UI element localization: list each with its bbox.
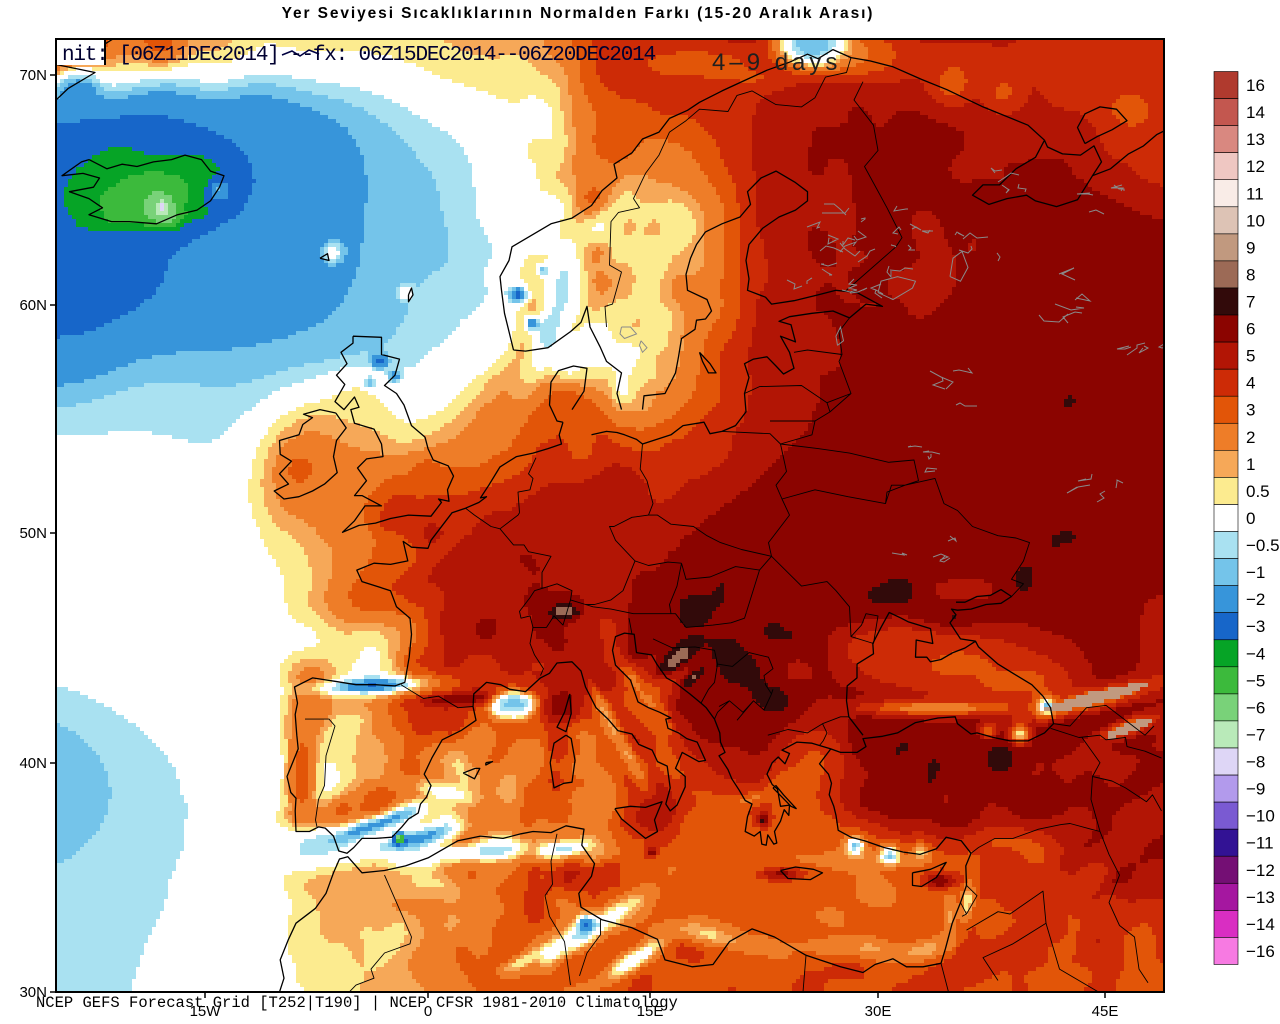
svg-text:−14: −14: [1246, 915, 1275, 934]
svg-text:60N: 60N: [19, 297, 47, 314]
svg-text:1: 1: [1246, 455, 1255, 474]
svg-text:−11: −11: [1246, 834, 1274, 853]
svg-text:4: 4: [1246, 374, 1255, 393]
svg-text:4–9 days: 4–9 days: [712, 49, 841, 76]
svg-text:15E: 15E: [637, 1003, 664, 1020]
svg-text:14: 14: [1246, 103, 1265, 122]
svg-text:15W: 15W: [190, 1003, 222, 1020]
svg-text:−4: −4: [1246, 644, 1265, 663]
svg-text:6: 6: [1246, 320, 1255, 339]
svg-text:16: 16: [1246, 76, 1265, 95]
svg-text:3: 3: [1246, 401, 1255, 420]
svg-text:−7: −7: [1246, 726, 1265, 745]
svg-text:2: 2: [1246, 428, 1255, 447]
svg-text:0: 0: [1246, 509, 1255, 528]
svg-text:−8: −8: [1246, 753, 1265, 772]
svg-text:−16: −16: [1246, 942, 1275, 961]
svg-text:−0.5: −0.5: [1246, 536, 1280, 555]
svg-text:−2: −2: [1246, 590, 1265, 609]
svg-text:5: 5: [1246, 347, 1255, 366]
svg-text:70N: 70N: [19, 67, 47, 84]
svg-text:0.5: 0.5: [1246, 482, 1270, 501]
svg-text:9: 9: [1246, 238, 1255, 257]
svg-text:−10: −10: [1246, 807, 1275, 826]
svg-text:50N: 50N: [19, 525, 47, 542]
svg-text:11: 11: [1246, 184, 1264, 203]
svg-text:0: 0: [424, 1003, 432, 1020]
svg-text:−12: −12: [1246, 861, 1275, 880]
svg-text:10: 10: [1246, 211, 1265, 230]
svg-text:45E: 45E: [1092, 1003, 1119, 1020]
svg-text:Yer Seviyesi Sıcaklıklarının N: Yer Seviyesi Sıcaklıklarının Normalden F…: [282, 5, 875, 22]
svg-text:−3: −3: [1246, 617, 1265, 636]
svg-text:−9: −9: [1246, 780, 1265, 799]
svg-text:30E: 30E: [865, 1003, 892, 1020]
svg-text:nit: [06Z11DEC2014] --fx: 06Z1: nit: [06Z11DEC2014] --fx: 06Z15DEC2014--…: [62, 44, 656, 67]
svg-text:−6: −6: [1246, 698, 1265, 717]
svg-text:−1: −1: [1246, 563, 1265, 582]
svg-text:NCEP GEFS Forecast Grid [T252|: NCEP GEFS Forecast Grid [T252|T190] | NC…: [36, 994, 678, 1012]
svg-text:40N: 40N: [19, 755, 47, 772]
svg-text:−5: −5: [1246, 671, 1265, 690]
svg-text:−13: −13: [1246, 888, 1275, 907]
svg-text:8: 8: [1246, 265, 1255, 284]
svg-text:7: 7: [1246, 293, 1255, 312]
svg-text:12: 12: [1246, 157, 1265, 176]
svg-text:30N: 30N: [19, 984, 47, 1001]
svg-text:13: 13: [1246, 130, 1265, 149]
